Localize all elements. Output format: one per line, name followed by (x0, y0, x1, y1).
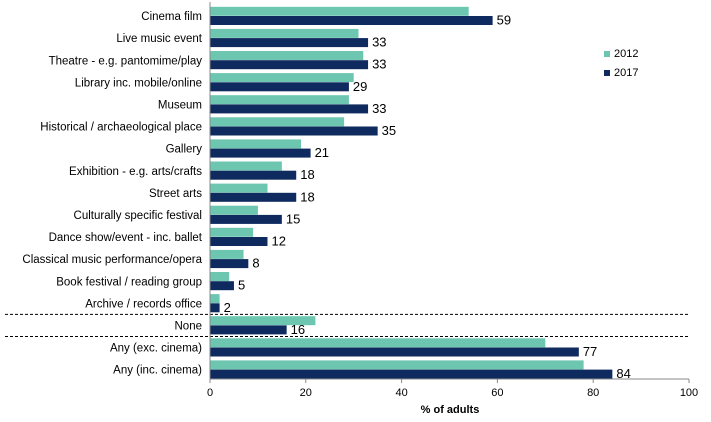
bar-2017-gallery (210, 148, 311, 158)
category-label: Dance show/event - inc. ballet (49, 232, 203, 244)
bar-2017-any-exc-cinema (210, 347, 579, 357)
bar-2017-historical-archaeological-place (210, 126, 378, 136)
bar-2017-book-festival-reading-group (210, 281, 234, 291)
data-label: 15 (286, 211, 300, 226)
category-label: Archive / records office (85, 298, 202, 310)
bar-2012-theatre-e-g-pantomime-play (210, 51, 364, 60)
category-label: Cinema film (141, 11, 202, 23)
bar-2017-cinema-film (210, 16, 493, 25)
bar-2017-street-arts (210, 192, 297, 202)
data-label: 29 (353, 79, 367, 94)
data-label: 16 (291, 322, 305, 337)
bar-2017-library-inc-mobile-online (210, 82, 349, 92)
category-label: Book festival / reading group (56, 276, 202, 288)
x-axis: 0 20 40 60 80 100 (207, 2, 698, 399)
data-label: 84 (616, 366, 630, 381)
legend-swatch-2012 (604, 51, 610, 57)
bar-2012-gallery (210, 139, 302, 149)
bar-2017-any-inc-cinema (210, 369, 613, 379)
bar-2017-theatre-e-g-pantomime-play (210, 60, 369, 70)
data-label: 18 (300, 189, 314, 204)
category-label: Library inc. mobile/online (75, 77, 202, 89)
category-label: Gallery (166, 144, 203, 156)
bar-2012-exhibition-e-g-arts-crafts (210, 161, 282, 171)
bar-2012-culturally-specific-festival (210, 205, 258, 215)
category-label: Theatre - e.g. pantomime/play (49, 55, 203, 67)
bar-2012-street-arts (210, 183, 268, 193)
dividers (5, 313, 688, 337)
data-label: 35 (382, 123, 396, 138)
bar-2017-classical-music-performance-opera (210, 259, 249, 269)
bar-2017-none (210, 325, 287, 335)
bar-2012-none (210, 316, 316, 326)
bar-2017-museum (210, 104, 369, 114)
data-label: 5 (238, 278, 245, 293)
legend-swatch-2017 (604, 70, 610, 76)
data-label: 33 (372, 35, 386, 50)
bar-2017-exhibition-e-g-arts-crafts (210, 170, 297, 180)
data-label: 12 (271, 234, 285, 249)
bar-2017-culturally-specific-festival (210, 214, 282, 224)
bar-2012-historical-archaeological-place (210, 117, 345, 127)
bar-2012-any-exc-cinema (210, 338, 546, 348)
category-label: Any (inc. cinema) (113, 365, 202, 377)
bar-2012-book-festival-reading-group (210, 272, 230, 281)
data-label: 33 (372, 57, 386, 72)
category-label: Historical / archaeological place (40, 122, 202, 134)
data-label: 59 (497, 13, 511, 28)
x-tick-label: 20 (300, 387, 312, 399)
bar-2012-cinema-film (210, 6, 469, 16)
category-label: Street arts (149, 188, 202, 200)
data-label: 8 (252, 256, 259, 271)
data-label: 77 (583, 344, 597, 359)
bar-2012-library-inc-mobile-online (210, 73, 354, 83)
category-label: Museum (158, 99, 202, 111)
bar-2017-dance-show-event-inc-ballet (210, 237, 268, 246)
bar-2012-archive-records-office (210, 294, 220, 304)
bar-2017-archive-records-office (210, 303, 220, 313)
x-tick-label: 80 (587, 387, 599, 399)
category-label: None (175, 320, 203, 332)
legend-label: 2017 (614, 67, 638, 79)
category-label: Culturally specific festival (74, 210, 202, 222)
bar-2017-live-music-event (210, 38, 369, 48)
category-labels: Cinema film Live music event Theatre - e.g… (22, 11, 202, 377)
x-tick-label: 60 (491, 387, 503, 399)
x-tick-label: 40 (395, 387, 407, 399)
bar-2012-classical-music-performance-opera (210, 249, 244, 259)
bar-2012-any-inc-cinema (210, 360, 584, 370)
bars-layer (210, 6, 613, 379)
x-tick-label: 100 (680, 387, 698, 399)
legend-label: 2012 (614, 48, 638, 60)
x-axis-title: % of adults (421, 404, 480, 416)
category-label: Classical music performance/opera (22, 254, 202, 266)
category-label: Any (exc. cinema) (110, 343, 202, 355)
data-label: 2 (224, 300, 231, 315)
x-tick-label: 0 (207, 387, 213, 399)
bar-2012-dance-show-event-inc-ballet (210, 227, 254, 237)
category-label: Live music event (116, 33, 202, 45)
category-label: Exhibition - e.g. arts/crafts (69, 166, 202, 178)
data-label: 33 (372, 101, 386, 116)
bar-2012-live-music-event (210, 28, 359, 38)
data-label: 18 (300, 167, 314, 182)
bar-2012-museum (210, 95, 349, 105)
legend: 2012 2017 (604, 48, 638, 79)
data-label: 21 (315, 145, 329, 160)
